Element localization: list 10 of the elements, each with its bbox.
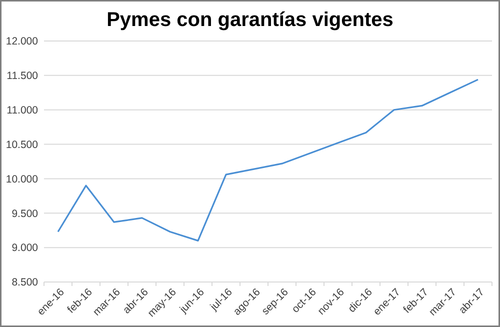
y-tick-label: 8.500 [12, 276, 38, 289]
y-tick-label: 9.500 [12, 208, 38, 220]
y-tick-label: 11.000 [6, 104, 38, 117]
y-tick-label: 9.000 [12, 242, 38, 254]
y-tick-label: 10.500 [6, 138, 38, 151]
chart-title: Pymes con garantías vigentes [106, 9, 394, 31]
y-tick-label: 12.000 [6, 36, 38, 48]
y-tick-label: 11.500 [6, 70, 38, 82]
y-tick-label: 10.000 [6, 173, 38, 186]
line-series [57, 78, 479, 242]
